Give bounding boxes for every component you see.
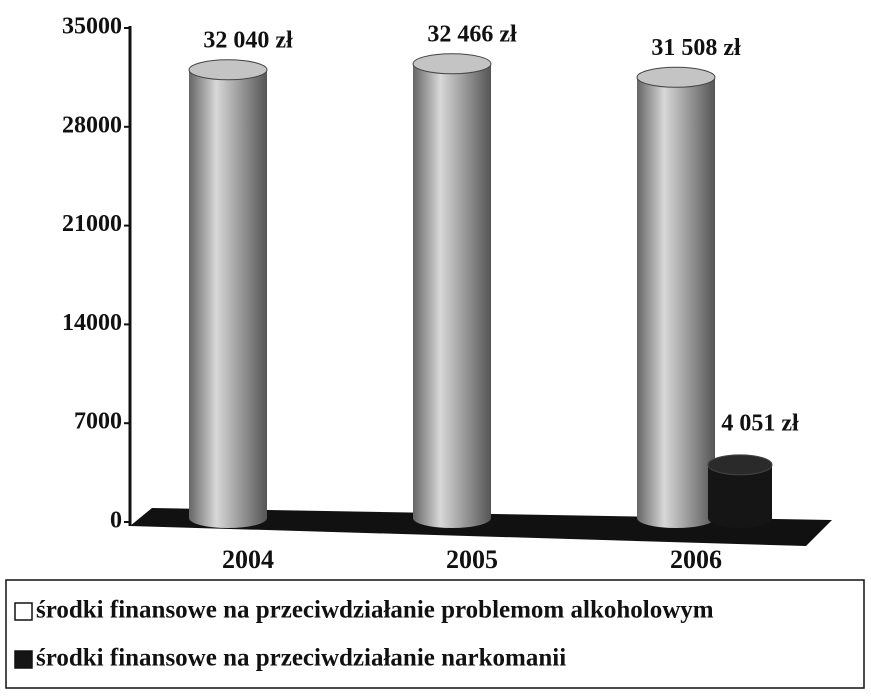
x-tick-label: 2004	[222, 545, 274, 574]
y-tick-label: 28000	[62, 112, 122, 138]
value-label: 31 508 zł	[651, 35, 741, 61]
legend-swatch	[14, 650, 33, 669]
legend-label: środki finansowe na przeciwdziałanie nar…	[36, 645, 566, 672]
x-tick-label: 2005	[446, 545, 498, 574]
legend-swatch	[14, 602, 33, 621]
value-label: 32 466 zł	[427, 21, 517, 47]
y-tick-label: 21000	[62, 211, 122, 237]
y-tick-label: 14000	[62, 310, 122, 336]
bar-top	[188, 59, 268, 81]
bar-base	[413, 508, 491, 528]
bar-base	[637, 508, 715, 528]
value-label: 4 051 zł	[721, 410, 799, 436]
legend-box	[5, 579, 865, 689]
bar-base	[708, 508, 772, 528]
bar	[637, 77, 715, 519]
y-tick-label: 35000	[62, 14, 122, 40]
y-tick-label: 0	[110, 508, 122, 534]
y-tick-label: 7000	[74, 409, 122, 435]
legend-label: środki finansowe na przeciwdziałanie pro…	[36, 597, 714, 624]
x-tick-label: 2006	[670, 545, 722, 574]
bar	[189, 69, 267, 518]
bar	[413, 63, 491, 519]
bar-top	[636, 66, 716, 88]
bar-top	[412, 53, 492, 75]
bar-top	[707, 454, 773, 476]
value-label: 32 040 zł	[203, 27, 293, 53]
bar-base	[189, 508, 267, 528]
